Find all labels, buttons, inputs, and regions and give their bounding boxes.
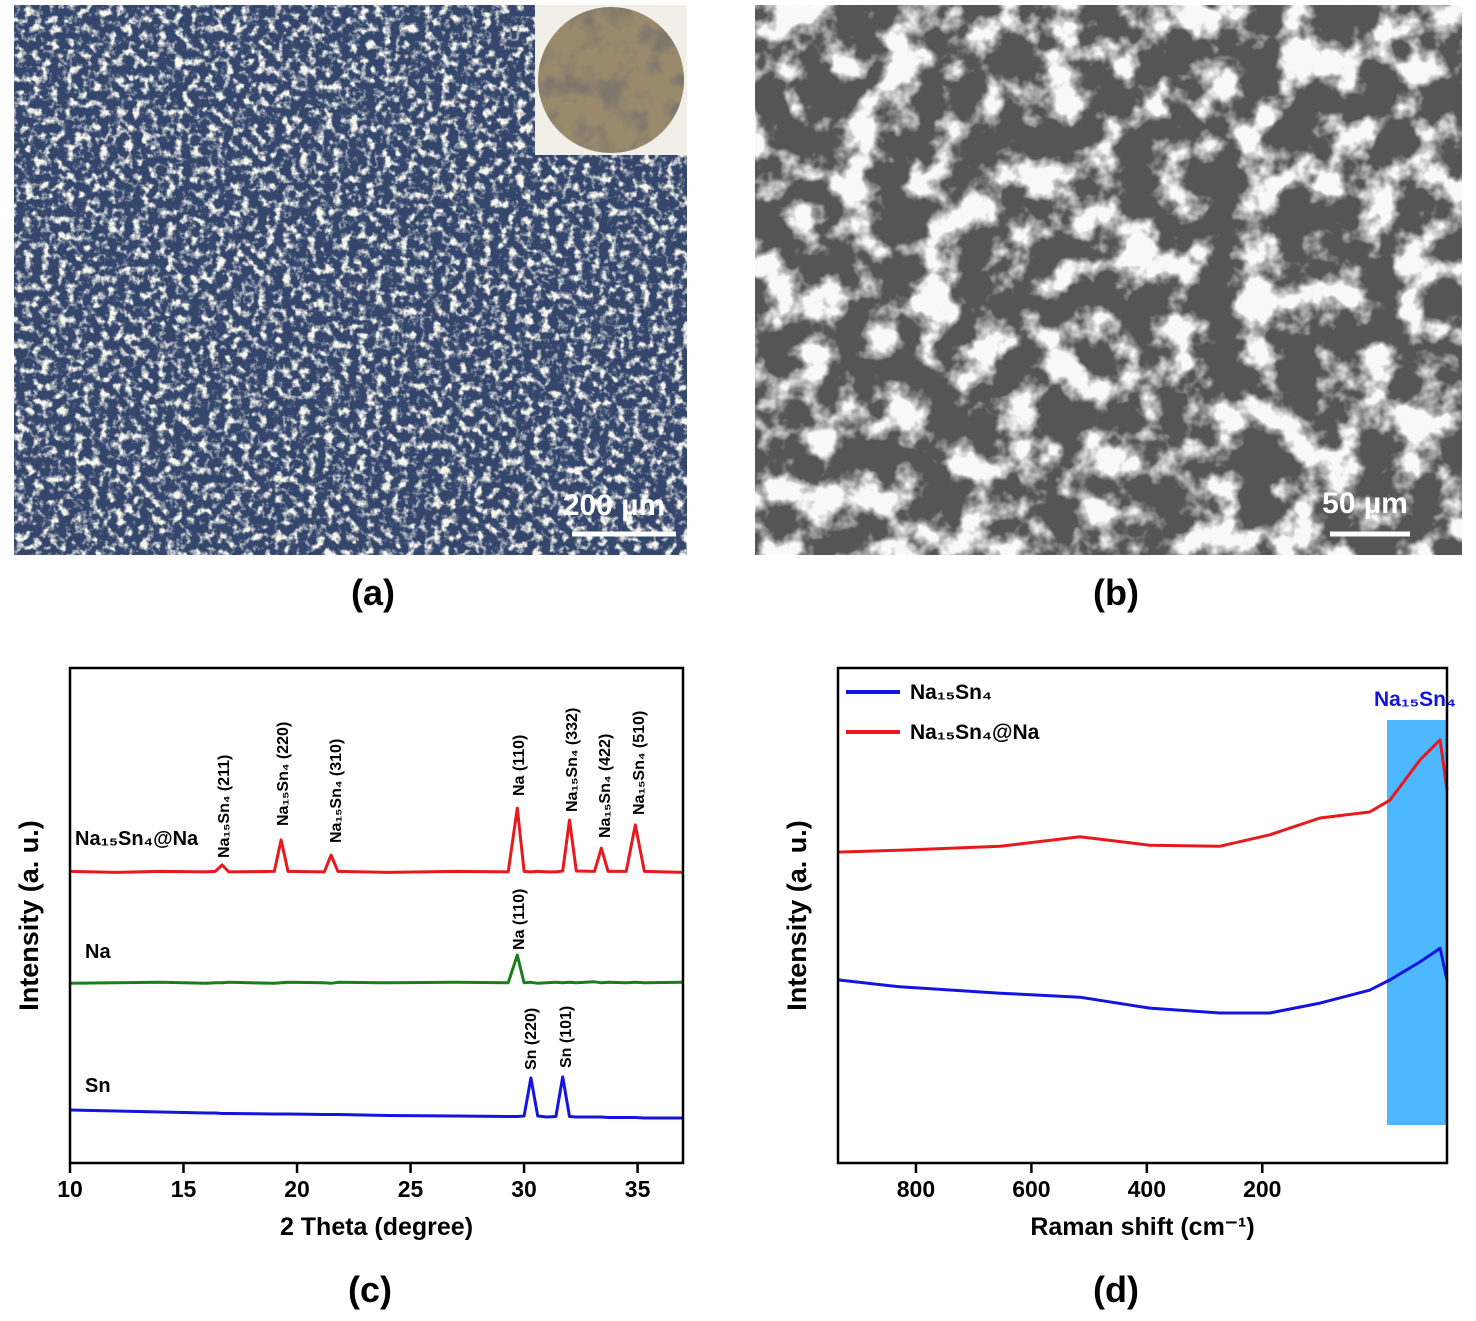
peak-label: Na (110): [511, 735, 528, 796]
panel-label: (d): [1093, 1269, 1139, 1310]
peak-label: Na₁₅Sn₄ (422): [597, 734, 614, 838]
panel-label: (c): [348, 1269, 392, 1310]
peak-label: Na (110): [511, 889, 528, 950]
series-label: Sn: [85, 1075, 111, 1097]
x-axis-title: Raman shift (cm⁻¹): [1030, 1213, 1254, 1241]
band-label: Na₁₅Sn₄: [1374, 688, 1456, 711]
panel-label: (a): [351, 572, 395, 613]
peak-label: Na₁₅Sn₄ (332): [564, 708, 581, 812]
series-line: [837, 738, 1449, 854]
series-line: [69, 806, 684, 874]
plot-frame: [68, 666, 685, 1165]
series-line: [69, 953, 684, 985]
series-line: [69, 1075, 683, 1120]
series-label: Na₁₅Sn₄@Na: [75, 828, 199, 850]
y-axis-title: Intensity (a. u.): [14, 820, 44, 1011]
plot-frame: [836, 666, 1449, 1165]
peak-label: Na₁₅Sn₄ (310): [328, 739, 345, 843]
legend-label: Na₁₅Sn₄@Na: [910, 721, 1040, 744]
x-tick-label: 400: [1128, 1176, 1166, 1202]
peak-label: Sn (220): [523, 1008, 540, 1070]
x-tick-label: 600: [1012, 1176, 1050, 1202]
x-tick-label: 30: [511, 1176, 537, 1202]
x-tick-label: 25: [398, 1176, 424, 1202]
peak-label: Na₁₅Sn₄ (510): [631, 711, 648, 815]
x-tick-label: 35: [625, 1176, 651, 1202]
x-tick-label: 20: [284, 1176, 310, 1202]
y-axis-title: Intensity (a. u.): [782, 820, 812, 1011]
peak-label: Na₁₅Sn₄ (211): [216, 755, 233, 858]
scale-bar-label: 200 µm: [563, 489, 665, 522]
series-line: [837, 946, 1449, 1015]
x-tick-label: 800: [897, 1176, 935, 1202]
highlight-band: [1386, 720, 1447, 1125]
panel-label: (b): [1093, 572, 1139, 613]
inset-texture: [538, 7, 684, 153]
legend-label: Na₁₅Sn₄: [910, 681, 992, 704]
x-tick-label: 10: [57, 1176, 83, 1202]
peak-label: Na₁₅Sn₄ (220): [275, 722, 292, 826]
sem-image-b-texture: [755, 5, 1462, 555]
x-axis-title: 2 Theta (degree): [280, 1213, 473, 1241]
x-tick-label: 200: [1243, 1176, 1281, 1202]
x-tick-label: 15: [171, 1176, 197, 1202]
scale-bar-label: 50 µm: [1322, 487, 1408, 520]
peak-label: Sn (101): [558, 1006, 575, 1068]
series-label: Na: [85, 941, 111, 963]
